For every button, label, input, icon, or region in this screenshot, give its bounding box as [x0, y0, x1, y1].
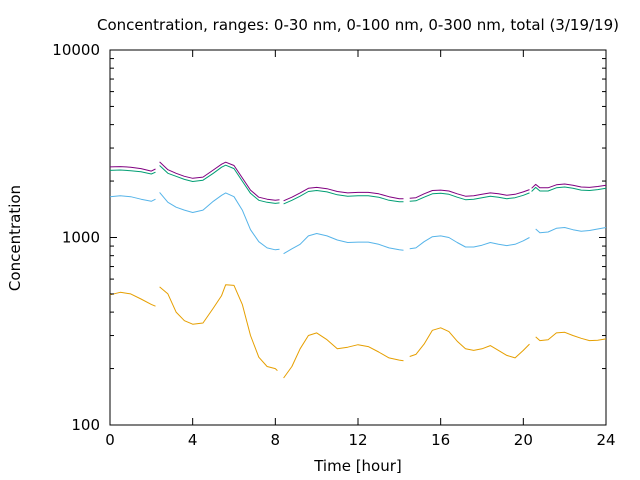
y-tick-label: 1000 — [62, 229, 100, 247]
x-tick-label: 24 — [596, 431, 615, 449]
x-axis-label: Time [hour] — [313, 457, 402, 475]
chart-title: Concentration, ranges: 0-30 nm, 0-100 nm… — [97, 16, 619, 34]
series-layer — [109, 161, 607, 379]
y-tick-label: 100 — [71, 416, 100, 434]
y-axis-label: Concentration — [6, 185, 24, 291]
series-line — [159, 192, 280, 251]
series-line — [159, 284, 278, 371]
series-line — [109, 169, 156, 175]
plot-area — [109, 49, 607, 426]
series-line — [409, 192, 530, 202]
y-tick-label: 10000 — [52, 41, 100, 59]
series-line — [409, 327, 530, 359]
x-tick-label: 16 — [431, 431, 450, 449]
series-line — [531, 183, 607, 189]
x-tick-label: 0 — [105, 431, 115, 449]
series-line — [109, 166, 156, 172]
series-line — [283, 186, 404, 202]
x-tick-label: 4 — [188, 431, 198, 449]
x-tick-label: 20 — [514, 431, 533, 449]
series-line — [283, 332, 404, 379]
series-line — [409, 235, 530, 250]
series-line — [109, 195, 156, 202]
series-line — [283, 190, 404, 205]
plot-border — [109, 49, 607, 426]
x-tick-label: 8 — [271, 431, 281, 449]
series-2 — [109, 164, 607, 205]
series-line — [409, 189, 530, 199]
ticks-layer: 0 4 8 12 16 20 24 100 1000 10000 — [52, 41, 615, 449]
series-line — [159, 164, 280, 204]
series-1 — [109, 192, 607, 255]
x-tick-label: 12 — [348, 431, 367, 449]
series-0 — [109, 284, 607, 379]
series-line — [283, 233, 404, 255]
series-line — [535, 227, 607, 234]
series-line — [531, 186, 607, 192]
series-line — [109, 291, 156, 307]
series-line — [159, 161, 280, 201]
series-3 — [109, 161, 607, 202]
series-line — [535, 331, 607, 342]
